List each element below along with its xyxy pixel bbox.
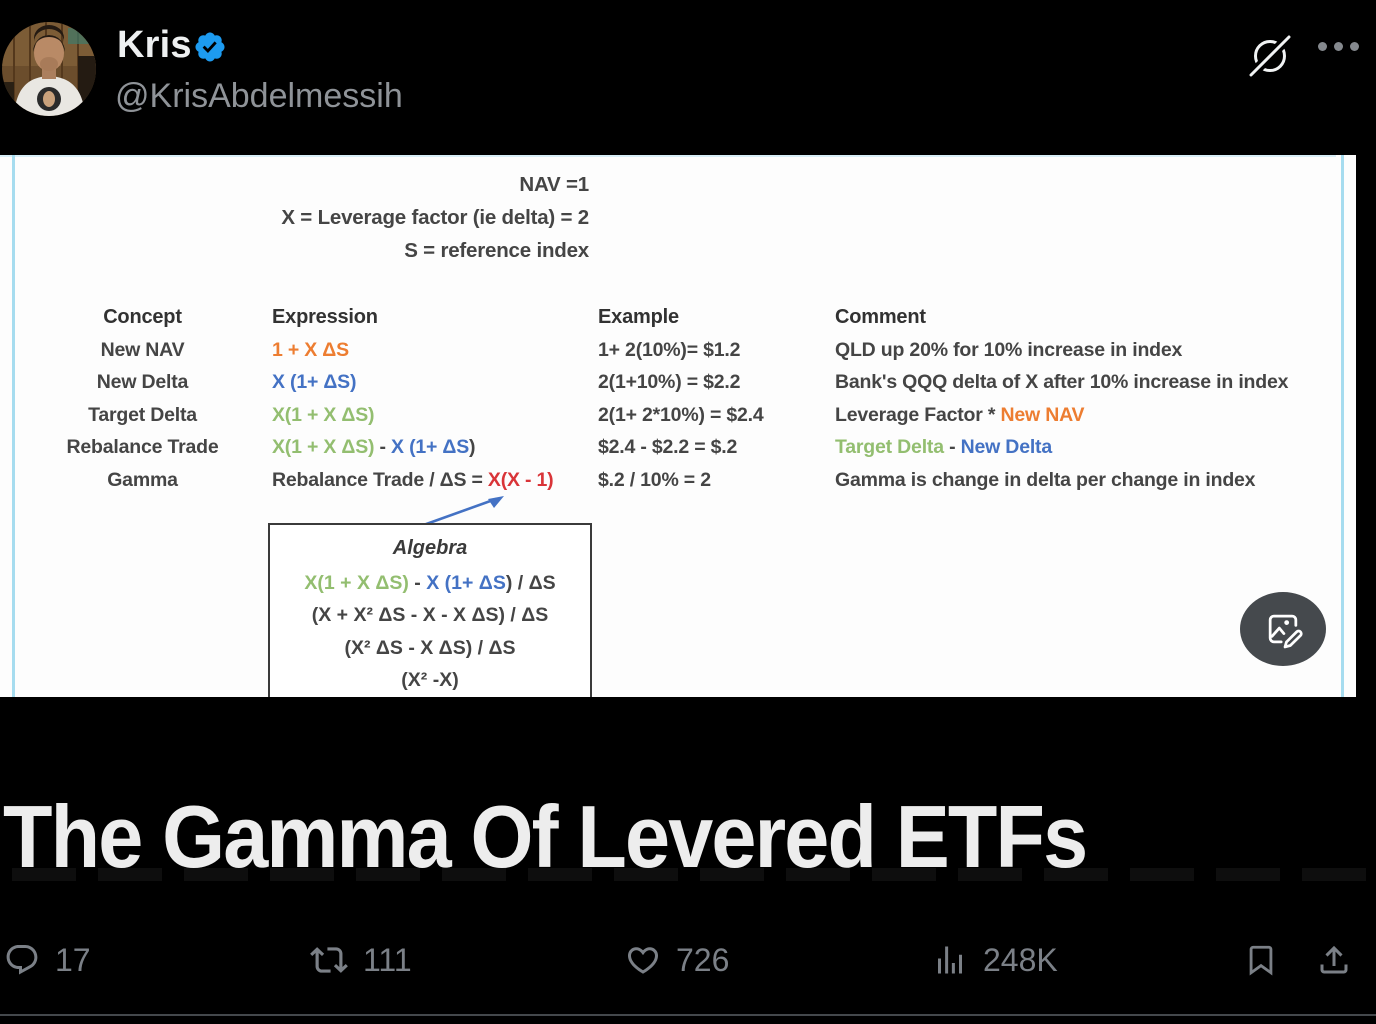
table-cell: 1+ 2(10%)= $1.2 <box>598 338 741 361</box>
algebra-box: Algebra X(1 + X ΔS) - X (1+ ΔS) / ΔS (X … <box>268 523 592 697</box>
like-count: 726 <box>676 941 730 978</box>
definition-line: NAV =1 <box>519 173 589 196</box>
verified-badge-icon <box>193 30 227 64</box>
table-cell: X (1+ ΔS) <box>272 371 357 394</box>
table-cell: 2(1+ 2*10%) = $2.4 <box>598 403 764 426</box>
display-name[interactable]: Kris <box>117 24 192 66</box>
avatar[interactable] <box>2 22 96 116</box>
image-border-top <box>0 155 1336 157</box>
table-cell: Gamma is change in delta per change in i… <box>835 468 1256 491</box>
bookmark-button[interactable] <box>1244 936 1278 984</box>
arrow-annotation <box>417 496 504 529</box>
table-column-concept: Concept New NAV New Delta Target Delta R… <box>25 301 260 497</box>
algebra-title: Algebra <box>392 537 468 559</box>
table-cell: 1 + X ΔS <box>272 338 349 361</box>
repost-button[interactable]: 111 <box>310 936 412 984</box>
table-column-comment: Comment QLD up 20% for 10% increase in i… <box>835 301 1288 497</box>
divider-line <box>0 1014 1376 1016</box>
table-cell: New Delta <box>96 371 189 394</box>
views-button[interactable]: 248K <box>932 936 1058 984</box>
table-column-example: Example 1+ 2(10%)= $1.2 2(1+10%) = $2.2 … <box>598 301 764 497</box>
table-cell: QLD up 20% for 10% increase in index <box>835 338 1183 361</box>
algebra-line: X(1 + X ΔS) - X (1+ ΔS) / ΔS <box>304 571 556 594</box>
table-cell: Target Delta <box>88 403 197 426</box>
table-cell: $.2 / 10% = 2 <box>598 468 711 491</box>
share-button[interactable] <box>1316 936 1352 984</box>
like-icon <box>627 947 659 974</box>
algebra-line: (X² ΔS - X ΔS) / ΔS <box>344 636 516 659</box>
share-icon <box>1320 945 1348 974</box>
repost-icon <box>310 947 348 973</box>
image-border-right <box>1341 155 1344 697</box>
image-border-left <box>12 155 15 697</box>
grok-icon[interactable] <box>1247 33 1293 79</box>
views-icon <box>938 946 962 974</box>
view-count: 248K <box>983 941 1058 978</box>
tweet-title: The Gamma Of Levered ETFs <box>3 787 1088 886</box>
repost-count: 111 <box>363 941 412 978</box>
algebra-line: (X² -X) <box>401 669 459 692</box>
column-header: Concept <box>103 306 182 328</box>
bookmark-icon <box>1249 945 1273 976</box>
tweet-image[interactable]: NAV =1 X = Leverage factor (ie delta) = … <box>0 155 1356 697</box>
edit-image-button[interactable] <box>1240 592 1326 666</box>
more-options-icon[interactable] <box>1318 42 1359 51</box>
user-handle[interactable]: @KrisAbdelmessih <box>115 77 403 115</box>
column-header: Expression <box>272 306 378 328</box>
definition-line: S = reference index <box>404 239 589 262</box>
table-cell: $2.4 - $2.2 = $.2 <box>598 436 738 459</box>
column-header: Example <box>598 306 679 328</box>
column-header: Comment <box>835 306 926 328</box>
table-cell: 2(1+10%) = $2.2 <box>598 371 741 394</box>
table-cell: Rebalance Trade <box>66 436 219 459</box>
table-cell: Gamma <box>107 468 178 491</box>
definitions-block: NAV =1 X = Leverage factor (ie delta) = … <box>0 168 589 267</box>
table-cell: Leverage Factor * New NAV <box>835 403 1085 426</box>
avatar-photo <box>2 22 96 116</box>
table-column-expression: Expression 1 + X ΔS X (1+ ΔS) X(1 + X ΔS… <box>272 301 554 497</box>
reply-icon <box>6 945 38 975</box>
table-cell: New NAV <box>100 338 185 361</box>
edit-image-icon <box>1268 614 1303 649</box>
reply-count: 17 <box>55 941 91 978</box>
algebra-line: (X + X² ΔS - X - X ΔS) / ΔS <box>311 604 549 627</box>
table-cell: Bank's QQQ delta of X after 10% increase… <box>835 371 1289 394</box>
table-cell: X(1 + X ΔS) - X (1+ ΔS) <box>272 436 476 459</box>
definition-line: X = Leverage factor (ie delta) = 2 <box>281 206 589 229</box>
table-cell: Rebalance Trade / ΔS = X(X - 1) <box>272 468 554 491</box>
table-cell: Target Delta - New Delta <box>835 436 1052 459</box>
faded-subtitle-strip <box>12 868 1376 881</box>
table-cell: X(1 + X ΔS) <box>272 403 375 426</box>
reply-button[interactable]: 17 <box>4 936 91 984</box>
like-button[interactable]: 726 <box>625 936 729 984</box>
